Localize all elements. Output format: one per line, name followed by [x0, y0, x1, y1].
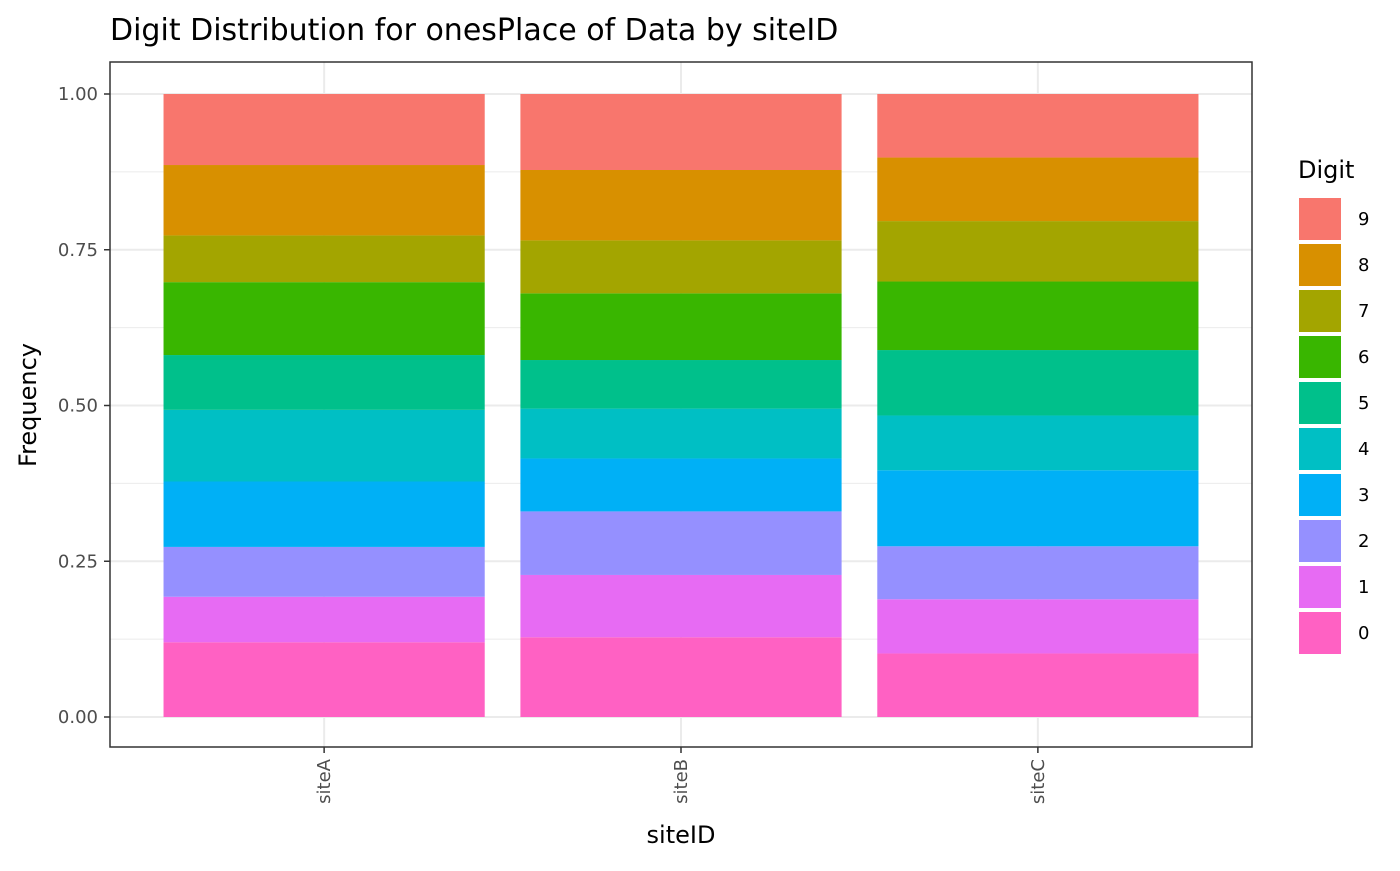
- bar-segment-siteA-digit-9: [163, 94, 485, 166]
- bar-segment-siteC-digit-2: [877, 546, 1199, 600]
- bar-segment-siteC-digit-8: [877, 157, 1199, 222]
- legend-key-9: [1299, 198, 1341, 240]
- legend-key-6: [1299, 336, 1341, 378]
- bar-segment-siteC-digit-9: [877, 94, 1199, 158]
- bar-segment-siteB-digit-9: [520, 94, 842, 171]
- legend-label-3: 3: [1358, 485, 1369, 506]
- legend-key-2: [1299, 520, 1341, 562]
- legend-key-5: [1299, 382, 1341, 424]
- bar-segment-siteB-digit-0: [520, 637, 842, 717]
- bar-segment-siteC-digit-7: [877, 221, 1199, 282]
- x-axis-title: siteID: [647, 821, 716, 849]
- legend-title: Digit: [1298, 156, 1354, 184]
- legend-key-4: [1299, 428, 1341, 470]
- legend-label-5: 5: [1358, 393, 1369, 414]
- y-tick-label: 1.00: [58, 84, 98, 105]
- bar-segment-siteA-digit-5: [163, 355, 485, 410]
- bar-segment-siteA-digit-8: [163, 165, 485, 236]
- legend: 9 8 7 6 5 4 3 2 1 0: [1299, 198, 1369, 654]
- y-tick-label: 0.00: [58, 707, 98, 728]
- legend-label-1: 1: [1358, 577, 1369, 598]
- bar-segment-siteC-digit-1: [877, 599, 1199, 654]
- bar-segment-siteB-digit-1: [520, 574, 842, 638]
- bar-segment-siteA-digit-4: [163, 409, 485, 482]
- bar-segment-siteA-digit-2: [163, 546, 485, 597]
- legend-key-1: [1299, 566, 1341, 608]
- legend-label-0: 0: [1358, 623, 1369, 644]
- bar-segment-siteB-digit-5: [520, 360, 842, 409]
- legend-key-3: [1299, 474, 1341, 516]
- bar-segment-siteB-digit-7: [520, 240, 842, 294]
- legend-key-7: [1299, 290, 1341, 332]
- legend-label-8: 8: [1358, 255, 1369, 276]
- legend-key-8: [1299, 244, 1341, 286]
- bar-segment-siteA-digit-1: [163, 596, 485, 643]
- bar-segment-siteC-digit-4: [877, 415, 1199, 471]
- bar-segment-siteB-digit-2: [520, 511, 842, 575]
- y-axis-title: Frequency: [14, 343, 42, 467]
- legend-label-7: 7: [1358, 301, 1369, 322]
- bar-segment-siteA-digit-3: [163, 481, 485, 547]
- bar-segment-siteB-digit-6: [520, 293, 842, 361]
- y-tick-label: 0.75: [58, 240, 98, 261]
- legend-key-0: [1299, 612, 1341, 654]
- y-tick-label: 0.50: [58, 396, 98, 417]
- bar-segment-siteA-digit-7: [163, 235, 485, 283]
- bar-segment-siteA-digit-0: [163, 642, 485, 717]
- bar-segment-siteC-digit-6: [877, 281, 1199, 351]
- legend-label-4: 4: [1358, 439, 1369, 460]
- bar-segment-siteB-digit-3: [520, 458, 842, 512]
- chart-title: Digit Distribution for onesPlace of Data…: [110, 13, 838, 48]
- bar-segment-siteB-digit-4: [520, 408, 842, 459]
- x-tick-label-siteA: siteA: [314, 758, 335, 804]
- bar-segment-siteC-digit-3: [877, 470, 1199, 547]
- legend-label-2: 2: [1358, 531, 1369, 552]
- bar-segment-siteC-digit-5: [877, 350, 1199, 416]
- bar-segment-siteB-digit-8: [520, 170, 842, 241]
- x-tick-label-siteB: siteB: [671, 759, 692, 804]
- bar-segment-siteA-digit-6: [163, 282, 485, 356]
- legend-label-6: 6: [1358, 347, 1369, 368]
- legend-label-9: 9: [1358, 209, 1369, 230]
- y-tick-label: 0.25: [58, 551, 98, 572]
- bar-segment-siteC-digit-0: [877, 653, 1199, 717]
- x-tick-label-siteC: siteC: [1028, 759, 1049, 804]
